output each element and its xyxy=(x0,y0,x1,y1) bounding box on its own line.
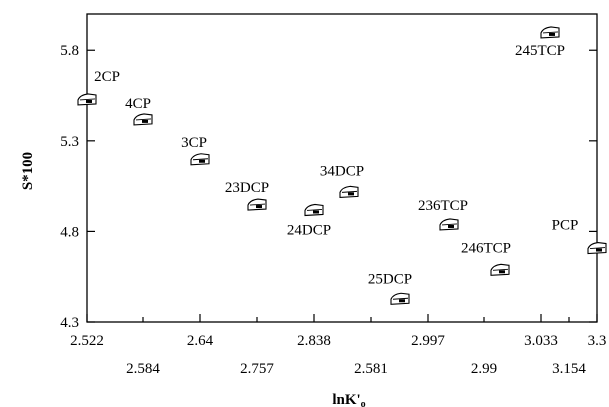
point-label: 2CP xyxy=(94,69,120,85)
axes xyxy=(86,13,598,323)
x-tick-label-row1: 2.64 xyxy=(187,333,214,349)
point-label: PCP xyxy=(552,218,579,234)
point-label: 246TCP xyxy=(461,240,511,256)
data-point: 4CP xyxy=(125,96,153,126)
point-label: 236TCP xyxy=(418,198,468,214)
data-point: 25DCP xyxy=(368,271,412,305)
data-point: 2CP xyxy=(77,69,120,106)
x-tick-label-row2: 3.154 xyxy=(552,361,586,377)
x-tick-label-row1: 3.033 xyxy=(524,333,558,349)
x-tick-label-row1: 2.522 xyxy=(70,333,104,349)
point-marker-stroke xyxy=(492,268,509,271)
point-marker-fill xyxy=(199,159,205,163)
x-tick-label-row2: 2.584 xyxy=(126,361,160,377)
x-tick-label-row2: 2.99 xyxy=(471,361,497,377)
data-points: 2CP 4CP 3CP 23DCP 24DCP 34DCP 25DCP 236TCP 246TC… xyxy=(77,26,607,305)
point-label: 23DCP xyxy=(225,180,269,196)
y-tick-label: 4.3 xyxy=(60,315,79,331)
x-tick-label-row2: 2.581 xyxy=(354,361,388,377)
data-point: 246TCP xyxy=(461,240,511,276)
data-point: PCP xyxy=(552,218,607,255)
x-tick-label-row1: 2.838 xyxy=(297,333,331,349)
point-marker-stroke xyxy=(589,247,606,249)
point-marker-fill xyxy=(499,270,505,274)
point-marker-stroke xyxy=(192,158,209,161)
data-point: 34DCP xyxy=(320,163,364,198)
point-label: 4CP xyxy=(125,96,151,112)
plot-frame xyxy=(86,13,598,323)
x-tick-label-row1: 2.997 xyxy=(411,333,445,349)
x-axis-title-main: lnK' xyxy=(332,392,360,407)
data-point: 245TCP xyxy=(515,26,565,59)
point-label: 3CP xyxy=(181,135,207,151)
point-marker-fill xyxy=(86,99,92,103)
y-axis-title: S*100 xyxy=(20,152,36,190)
point-marker-stroke xyxy=(341,190,358,193)
point-marker-fill xyxy=(596,248,602,252)
data-point: 24DCP xyxy=(287,203,331,238)
data-point: 23DCP xyxy=(225,180,269,211)
point-marker-stroke xyxy=(249,203,266,206)
x-axis-title: lnK'o xyxy=(332,392,365,407)
data-point: 236TCP xyxy=(418,198,468,231)
point-marker-stroke xyxy=(306,209,323,211)
data-point: 3CP xyxy=(181,135,210,166)
point-marker-fill xyxy=(448,224,454,228)
point-marker-stroke xyxy=(542,31,559,34)
point-marker-stroke xyxy=(135,118,152,121)
point-marker-fill xyxy=(142,119,148,123)
point-marker-stroke xyxy=(79,98,96,101)
y-tick-label: 4.8 xyxy=(60,224,79,240)
y-tick-label: 5.3 xyxy=(60,134,79,150)
point-label: 24DCP xyxy=(287,222,331,238)
point-marker-fill xyxy=(399,299,405,303)
point-marker-stroke xyxy=(392,297,409,300)
point-label: 34DCP xyxy=(320,163,364,179)
tick-marks: 4.3 4.8 5.3 5.8 2.522 2.64 2.838 2.997 3.033 3.3 2… xyxy=(60,43,606,377)
y-tick-label: 5.8 xyxy=(60,43,79,59)
point-marker-fill xyxy=(348,192,354,196)
point-marker-stroke xyxy=(441,223,458,226)
point-marker-fill xyxy=(313,210,319,214)
point-marker-fill xyxy=(256,205,262,209)
x-axis-title-subscript: o xyxy=(361,399,366,407)
x-tick-label-row1: 3.3 xyxy=(588,333,607,349)
x-tick-label-row2: 2.757 xyxy=(240,361,274,377)
point-marker-fill xyxy=(549,32,555,36)
point-label: 25DCP xyxy=(368,271,412,287)
point-label: 245TCP xyxy=(515,43,565,59)
